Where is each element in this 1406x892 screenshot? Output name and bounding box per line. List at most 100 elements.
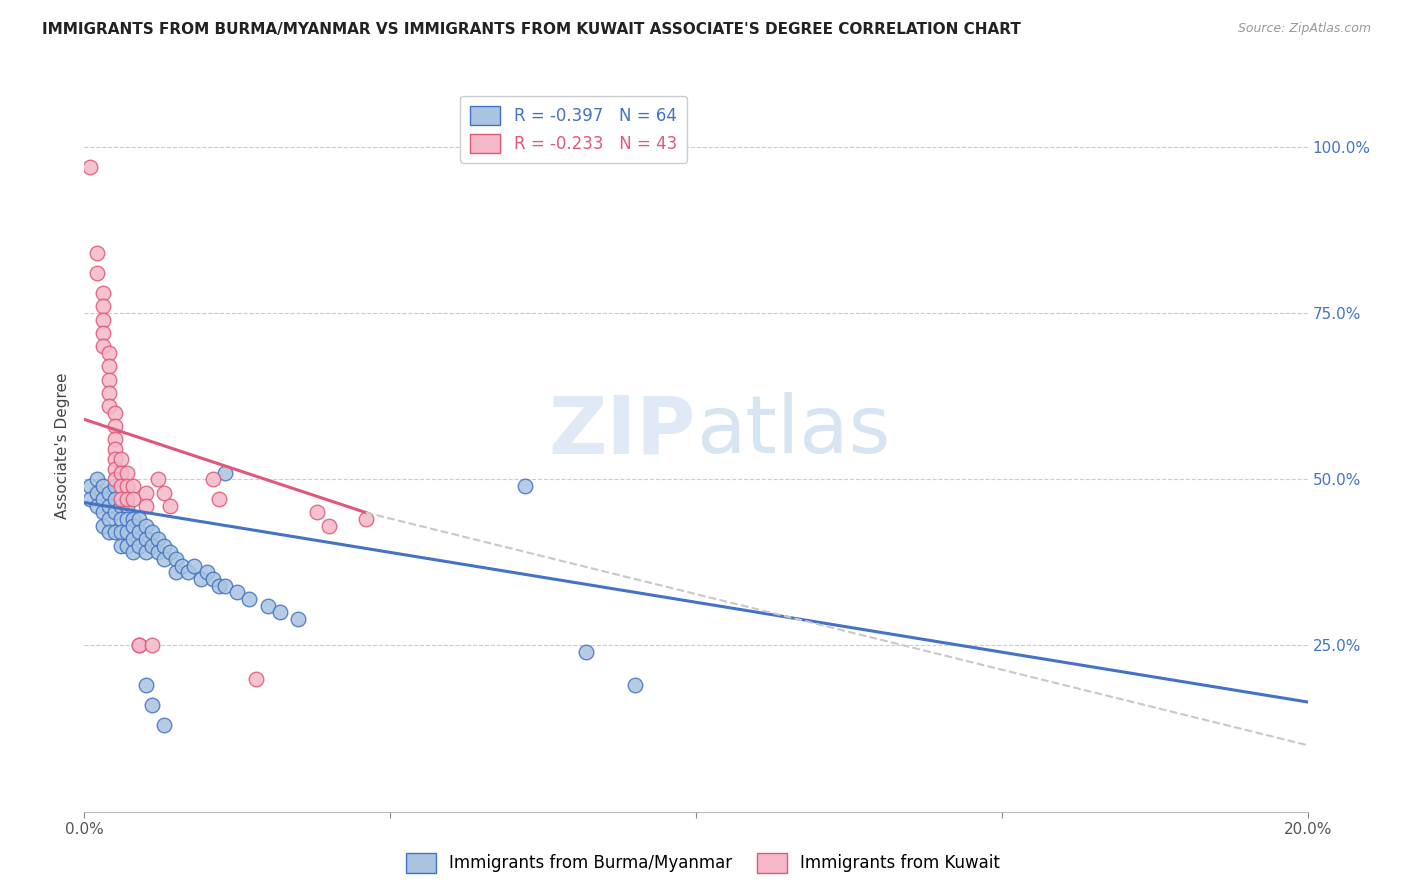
Point bbox=[97, 512, 120, 526]
Point bbox=[104, 442, 127, 457]
Point bbox=[141, 539, 163, 553]
Point bbox=[165, 552, 187, 566]
Point bbox=[146, 532, 169, 546]
Point bbox=[97, 359, 120, 374]
Point bbox=[115, 466, 138, 480]
Point bbox=[122, 532, 145, 546]
Point bbox=[305, 506, 328, 520]
Point bbox=[214, 579, 236, 593]
Point bbox=[104, 525, 127, 540]
Point bbox=[183, 558, 205, 573]
Point bbox=[104, 506, 127, 520]
Point bbox=[115, 525, 138, 540]
Point bbox=[115, 479, 138, 493]
Point bbox=[128, 639, 150, 653]
Point bbox=[122, 512, 145, 526]
Point bbox=[91, 312, 114, 326]
Point bbox=[177, 566, 200, 580]
Point bbox=[195, 566, 218, 580]
Point bbox=[79, 160, 101, 174]
Point bbox=[122, 518, 145, 533]
Point bbox=[128, 512, 150, 526]
Point bbox=[141, 698, 163, 713]
Point bbox=[86, 246, 108, 260]
Text: ZIP: ZIP bbox=[548, 392, 696, 470]
Point bbox=[79, 492, 101, 507]
Point bbox=[110, 539, 132, 553]
Point bbox=[91, 299, 114, 313]
Point bbox=[238, 591, 260, 606]
Point bbox=[104, 452, 127, 467]
Point bbox=[135, 678, 157, 692]
Point bbox=[104, 462, 127, 476]
Point bbox=[153, 718, 176, 732]
Point bbox=[575, 645, 598, 659]
Point bbox=[128, 539, 150, 553]
Point bbox=[135, 532, 157, 546]
Point bbox=[86, 485, 108, 500]
Point bbox=[97, 499, 120, 513]
Point bbox=[97, 399, 120, 413]
Point bbox=[86, 266, 108, 280]
Point bbox=[91, 506, 114, 520]
Point bbox=[226, 585, 249, 599]
Point bbox=[269, 605, 291, 619]
Point bbox=[135, 545, 157, 559]
Point bbox=[104, 472, 127, 486]
Point bbox=[146, 472, 169, 486]
Point bbox=[115, 499, 138, 513]
Point bbox=[86, 472, 108, 486]
Point bbox=[104, 419, 127, 434]
Point bbox=[86, 499, 108, 513]
Point bbox=[159, 499, 181, 513]
Point bbox=[97, 372, 120, 386]
Point bbox=[128, 639, 150, 653]
Point bbox=[287, 612, 309, 626]
Point bbox=[110, 466, 132, 480]
Point bbox=[104, 406, 127, 420]
Point bbox=[135, 485, 157, 500]
Legend: Immigrants from Burma/Myanmar, Immigrants from Kuwait: Immigrants from Burma/Myanmar, Immigrant… bbox=[399, 847, 1007, 880]
Point bbox=[91, 518, 114, 533]
Point bbox=[110, 452, 132, 467]
Point bbox=[624, 678, 647, 692]
Point bbox=[201, 472, 224, 486]
Point bbox=[141, 639, 163, 653]
Point bbox=[97, 525, 120, 540]
Point bbox=[214, 466, 236, 480]
Point bbox=[128, 525, 150, 540]
Y-axis label: Associate's Degree: Associate's Degree bbox=[55, 373, 70, 519]
Point bbox=[110, 479, 132, 493]
Point bbox=[122, 492, 145, 507]
Point bbox=[91, 286, 114, 301]
Point bbox=[115, 539, 138, 553]
Point bbox=[110, 512, 132, 526]
Point bbox=[91, 479, 114, 493]
Point bbox=[146, 545, 169, 559]
Point bbox=[110, 525, 132, 540]
Point bbox=[104, 479, 127, 493]
Point bbox=[172, 558, 194, 573]
Point bbox=[91, 326, 114, 340]
Point bbox=[91, 339, 114, 353]
Point bbox=[135, 499, 157, 513]
Point bbox=[354, 512, 377, 526]
Point bbox=[159, 545, 181, 559]
Point bbox=[104, 492, 127, 507]
Point bbox=[153, 552, 176, 566]
Point bbox=[318, 518, 340, 533]
Point bbox=[141, 525, 163, 540]
Point bbox=[153, 539, 176, 553]
Point bbox=[97, 346, 120, 360]
Point bbox=[97, 385, 120, 400]
Point bbox=[122, 479, 145, 493]
Point bbox=[201, 572, 224, 586]
Point bbox=[104, 433, 127, 447]
Legend: R = -0.397   N = 64, R = -0.233   N = 43: R = -0.397 N = 64, R = -0.233 N = 43 bbox=[460, 96, 688, 162]
Point bbox=[208, 579, 231, 593]
Point bbox=[122, 545, 145, 559]
Point bbox=[91, 492, 114, 507]
Text: IMMIGRANTS FROM BURMA/MYANMAR VS IMMIGRANTS FROM KUWAIT ASSOCIATE'S DEGREE CORRE: IMMIGRANTS FROM BURMA/MYANMAR VS IMMIGRA… bbox=[42, 22, 1021, 37]
Point bbox=[115, 512, 138, 526]
Point bbox=[165, 566, 187, 580]
